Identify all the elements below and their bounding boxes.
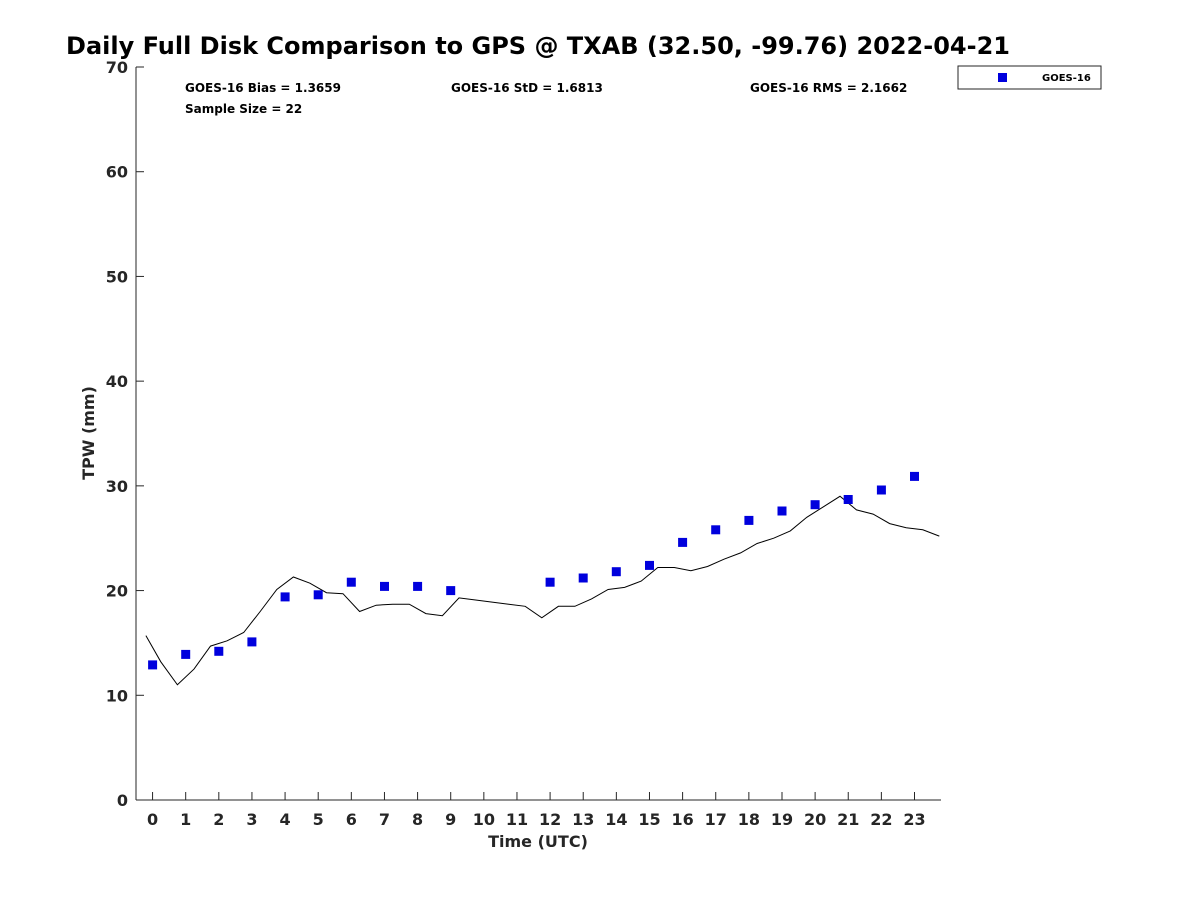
legend-marker — [998, 73, 1007, 82]
goes16-point — [611, 567, 621, 577]
x-tick-label: 12 — [539, 810, 561, 829]
y-tick-label: 30 — [106, 477, 128, 496]
bias-stat: GOES-16 Bias = 1.3659 — [185, 81, 341, 95]
x-tick-label: 5 — [313, 810, 324, 829]
x-tick-label: 1 — [180, 810, 191, 829]
x-tick-label: 14 — [605, 810, 627, 829]
y-tick-label: 70 — [106, 58, 128, 77]
legend-label: GOES-16 — [1042, 73, 1091, 84]
x-tick-label: 20 — [804, 810, 826, 829]
x-tick-label: 23 — [903, 810, 925, 829]
goes16-point — [346, 577, 356, 587]
x-tick-label: 18 — [738, 810, 760, 829]
y-axis-label: TPW (mm) — [79, 386, 98, 480]
goes16-point — [413, 581, 423, 591]
y-tick-label: 10 — [106, 686, 128, 705]
goes-points-layer — [148, 471, 919, 670]
x-tick-label: 7 — [379, 810, 390, 829]
y-ticks: 0 10 20 30 40 50 60 70 — [106, 58, 144, 810]
x-tick-label: 10 — [473, 810, 495, 829]
gps-tpw-line — [145, 495, 940, 686]
y-tick-label: 0 — [117, 791, 128, 810]
sample-size-stat: Sample Size = 22 — [185, 102, 302, 116]
x-tick-label: 21 — [837, 810, 859, 829]
goes16-point — [744, 515, 754, 525]
x-tick-label: 13 — [572, 810, 594, 829]
y-tick-label: 40 — [106, 372, 128, 391]
rms-stat: GOES-16 RMS = 2.1662 — [750, 81, 907, 95]
x-tick-label: 3 — [246, 810, 257, 829]
x-axis-label: Time (UTC) — [488, 832, 588, 851]
x-tick-label: 16 — [671, 810, 693, 829]
goes16-point — [280, 592, 290, 602]
legend-box — [957, 65, 1102, 90]
y-tick-label: 50 — [106, 267, 128, 286]
goes16-point — [181, 649, 191, 659]
axes — [135, 67, 941, 801]
y-tick-label: 20 — [106, 582, 128, 601]
x-tick-label: 8 — [412, 810, 423, 829]
goes16-point — [910, 471, 919, 481]
x-tick-label: 17 — [705, 810, 727, 829]
goes16-point — [247, 637, 257, 647]
x-tick-label: 11 — [506, 810, 528, 829]
goes16-point — [777, 506, 787, 516]
goes16-point — [380, 581, 389, 591]
x-tick-label: 15 — [638, 810, 660, 829]
chart-title: Daily Full Disk Comparison to GPS @ TXAB… — [66, 32, 1010, 60]
x-tick-label: 19 — [771, 810, 793, 829]
y-tick-label: 60 — [106, 163, 128, 182]
x-tick-label: 6 — [346, 810, 357, 829]
goes16-point — [678, 537, 688, 547]
x-ticks: 0 1 2 3 4 5 6 7 8 9 10 11 12 13 14 15 16 17 18 19 20 21 22 23 — [147, 792, 926, 829]
goes16-point — [545, 577, 555, 587]
legend: GOES-16 — [957, 65, 1102, 90]
gps-line-layer — [145, 495, 940, 686]
goes16-point — [148, 660, 158, 670]
goes16-point — [711, 525, 721, 535]
x-tick-label: 9 — [445, 810, 456, 829]
goes16-point — [214, 646, 224, 656]
x-tick-label: 22 — [870, 810, 892, 829]
goes16-point — [446, 586, 456, 596]
x-tick-label: 4 — [280, 810, 291, 829]
goes16-point — [810, 500, 820, 510]
x-tick-label: 2 — [213, 810, 224, 829]
goes16-point — [843, 495, 853, 504]
std-stat: GOES-16 StD = 1.6813 — [451, 81, 603, 95]
goes16-point — [645, 560, 654, 570]
goes16-point — [313, 590, 323, 600]
goes16-point — [578, 573, 588, 583]
x-tick-label: 0 — [147, 810, 158, 829]
goes16-point — [876, 485, 886, 495]
